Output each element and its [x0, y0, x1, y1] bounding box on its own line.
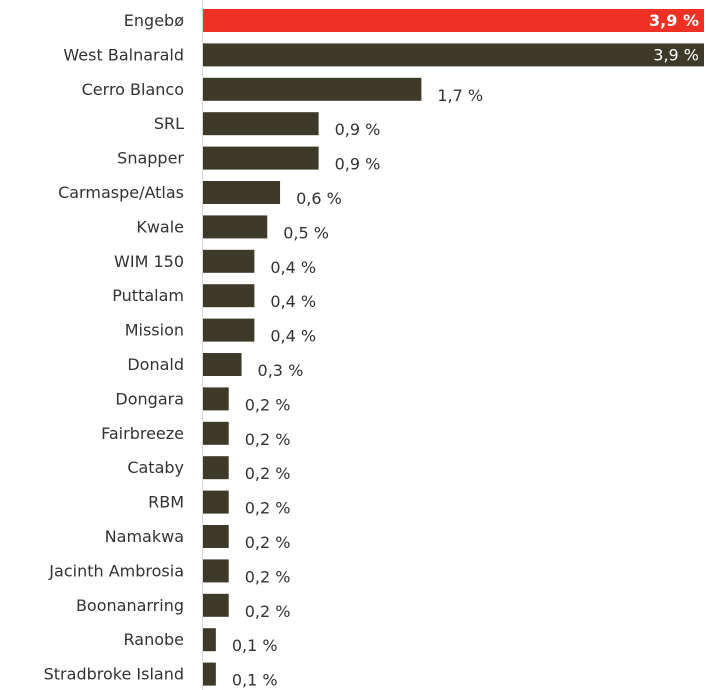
bar [203, 593, 229, 617]
category-label: RBM [148, 493, 184, 512]
category-label: Boonanarring [76, 596, 184, 615]
bar [203, 215, 268, 239]
data-label: 0,2 % [245, 533, 291, 552]
category-label: SRL [154, 114, 184, 133]
category-label: Kwale [136, 217, 184, 236]
bar [203, 456, 229, 480]
bar [203, 146, 319, 170]
data-label: 3,9 % [653, 45, 699, 64]
category-label: Jacinth Ambrosia [48, 561, 184, 580]
data-label: 0,5 % [283, 223, 329, 242]
bar [203, 559, 229, 583]
category-label: Stradbroke Island [44, 665, 184, 684]
bar [203, 525, 229, 548]
bar [203, 284, 255, 308]
category-label: West Balnarald [63, 45, 184, 64]
bar [203, 353, 242, 376]
bar [203, 181, 281, 204]
data-label: 0,2 % [245, 602, 291, 621]
data-label: 0,9 % [335, 120, 381, 139]
data-label: 0,2 % [245, 499, 291, 518]
data-label: 0,9 % [335, 155, 381, 174]
data-label: 0,4 % [270, 258, 316, 277]
data-label: 0,4 % [270, 327, 316, 346]
category-label: Cataby [127, 458, 184, 477]
category-label: Fairbreeze [101, 424, 184, 443]
category-label: Namakwa [105, 527, 184, 546]
bar [203, 9, 704, 32]
category-label: Dongara [115, 389, 184, 408]
bar [203, 77, 422, 101]
category-label: Snapper [117, 149, 184, 168]
data-label: 0,3 % [258, 361, 304, 380]
bar [203, 662, 216, 686]
category-label: Carmaspe/Atlas [58, 183, 184, 202]
data-label: 1,7 % [437, 86, 483, 105]
bar [203, 490, 229, 514]
bar [203, 421, 229, 445]
bar [203, 387, 229, 411]
category-label: Cerro Blanco [82, 80, 184, 99]
data-label: 0,2 % [245, 430, 291, 449]
data-label: 0,2 % [245, 395, 291, 414]
category-label: Mission [125, 321, 184, 340]
category-label: Ranobe [124, 630, 185, 649]
bar [203, 318, 255, 342]
bar [203, 249, 255, 273]
category-label: Engebø [124, 11, 184, 30]
data-label: 0,2 % [245, 567, 291, 586]
category-label: Puttalam [112, 286, 184, 305]
data-label: 0,2 % [245, 464, 291, 483]
data-label: 0,1 % [232, 636, 278, 655]
bar [203, 112, 319, 136]
data-label: 0,4 % [270, 292, 316, 311]
data-label: 3,9 % [649, 11, 699, 30]
data-label: 0,1 % [232, 671, 278, 690]
data-label: 0,6 % [296, 189, 342, 208]
category-label: Donald [127, 355, 184, 374]
category-label: WIM 150 [114, 252, 184, 271]
bar [203, 43, 704, 67]
bar [203, 628, 216, 652]
